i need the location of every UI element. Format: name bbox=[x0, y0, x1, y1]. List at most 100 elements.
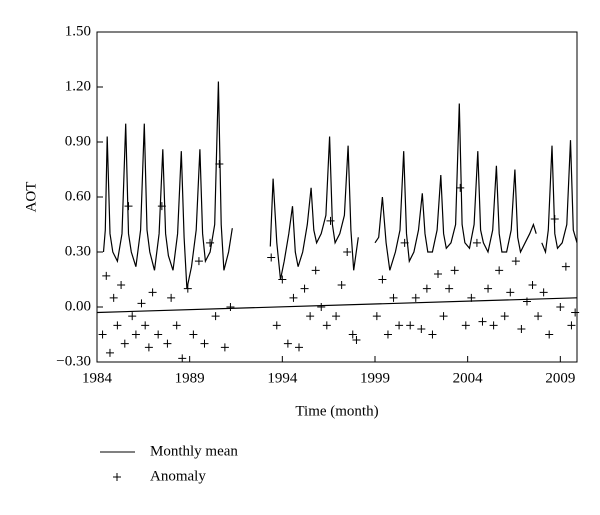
y-tick-label: 0.00 bbox=[65, 298, 91, 314]
anomaly-marker bbox=[272, 321, 281, 330]
anomaly-marker bbox=[406, 321, 415, 330]
anomaly-marker bbox=[157, 202, 166, 211]
anomaly-marker bbox=[267, 253, 276, 262]
anomaly-marker bbox=[105, 348, 114, 357]
anomaly-marker bbox=[495, 266, 504, 275]
anomaly-marker bbox=[550, 215, 559, 223]
x-tick-label: 1999 bbox=[360, 370, 390, 386]
anomaly-marker bbox=[545, 330, 554, 339]
anomaly-marker bbox=[400, 238, 409, 247]
anomaly-marker bbox=[571, 308, 580, 317]
anomaly-marker bbox=[383, 330, 392, 339]
anomaly-marker bbox=[411, 293, 420, 302]
y-tick-label: 0.30 bbox=[65, 243, 91, 259]
anomaly-marker bbox=[567, 321, 576, 330]
anomaly-marker bbox=[194, 257, 203, 266]
y-tick-label: 0.60 bbox=[65, 188, 91, 204]
y-tick-label: 0.90 bbox=[65, 133, 91, 149]
anomaly-marker bbox=[506, 288, 515, 297]
anomaly-marker bbox=[343, 248, 352, 256]
anomaly-marker bbox=[278, 275, 287, 284]
legend-label: Monthly mean bbox=[150, 443, 238, 459]
anomaly-marker bbox=[561, 262, 570, 271]
anomaly-marker bbox=[456, 183, 465, 192]
anomaly-marker bbox=[215, 160, 224, 168]
mean-line bbox=[541, 140, 578, 255]
anomaly-marker bbox=[120, 339, 129, 348]
anomaly-marker bbox=[183, 284, 192, 293]
x-tick-label: 1984 bbox=[82, 370, 113, 386]
y-tick-label: 1.50 bbox=[65, 23, 91, 39]
anomaly-marker bbox=[434, 270, 443, 278]
mean-line bbox=[269, 136, 359, 280]
anomaly-marker bbox=[484, 284, 493, 293]
x-tick-label: 1994 bbox=[267, 370, 298, 386]
anomaly-marker bbox=[226, 303, 235, 311]
anomaly-marker bbox=[141, 321, 150, 330]
anomaly-marker bbox=[220, 343, 229, 352]
anomaly-marker bbox=[102, 271, 111, 280]
anomaly-marker bbox=[295, 343, 304, 352]
mean-line bbox=[102, 81, 233, 289]
legend-marker bbox=[113, 473, 121, 481]
anomaly-marker bbox=[300, 284, 309, 293]
y-axis-label: AOT bbox=[23, 182, 39, 213]
anomaly-marker bbox=[348, 330, 357, 339]
mean-line bbox=[374, 103, 537, 271]
anomaly-marker bbox=[389, 293, 398, 302]
anomaly-marker bbox=[124, 202, 133, 211]
x-tick-label: 2009 bbox=[545, 370, 575, 386]
trend-line bbox=[96, 297, 578, 314]
anomaly-marker bbox=[211, 312, 220, 321]
anomaly-marker bbox=[163, 339, 172, 348]
anomaly-marker bbox=[317, 303, 326, 311]
anomaly-marker bbox=[534, 312, 543, 321]
y-tick-label: −0.30 bbox=[56, 353, 91, 369]
legend-label: Anomaly bbox=[150, 468, 206, 484]
anomaly-marker bbox=[189, 330, 198, 339]
anomaly-marker bbox=[137, 299, 146, 308]
anomaly-marker bbox=[500, 312, 509, 321]
anomaly-marker bbox=[167, 293, 176, 302]
anomaly-marker bbox=[395, 321, 404, 330]
y-tick-label: 1.20 bbox=[65, 78, 91, 94]
anomaly-marker bbox=[148, 288, 157, 297]
anomaly-marker bbox=[337, 281, 346, 289]
anomaly-marker bbox=[172, 321, 181, 330]
anomaly-marker bbox=[539, 288, 548, 297]
anomaly-marker bbox=[326, 216, 335, 225]
anomaly-marker bbox=[154, 330, 163, 339]
anomaly-marker bbox=[109, 293, 118, 302]
anomaly-marker bbox=[472, 238, 481, 247]
x-tick-label: 1989 bbox=[175, 370, 205, 386]
anomaly-marker bbox=[289, 293, 298, 302]
anomaly-marker bbox=[528, 281, 537, 289]
anomaly-marker bbox=[428, 330, 437, 339]
anomaly-marker bbox=[511, 257, 520, 266]
anomaly-marker bbox=[517, 325, 526, 333]
anomaly-marker bbox=[128, 312, 137, 321]
anomaly-marker bbox=[439, 312, 448, 321]
anomaly-marker bbox=[478, 317, 487, 326]
anomaly-marker bbox=[206, 238, 215, 247]
anomaly-marker bbox=[144, 343, 153, 352]
anomaly-marker bbox=[200, 339, 209, 348]
anomaly-marker bbox=[445, 284, 454, 293]
anomaly-marker bbox=[306, 312, 315, 321]
anomaly-marker bbox=[352, 336, 361, 344]
anomaly-marker bbox=[556, 303, 565, 311]
x-axis-label: Time (month) bbox=[295, 403, 378, 419]
anomaly-marker bbox=[131, 330, 140, 339]
anomaly-marker bbox=[283, 339, 292, 348]
anomaly-marker bbox=[117, 281, 126, 289]
anomaly-marker bbox=[372, 312, 381, 321]
anomaly-marker bbox=[98, 330, 107, 339]
x-tick-label: 2004 bbox=[453, 370, 484, 386]
anomaly-marker bbox=[417, 325, 426, 333]
anomaly-marker bbox=[113, 321, 122, 330]
anomaly-marker bbox=[378, 275, 387, 284]
anomaly-marker bbox=[178, 354, 187, 363]
anomaly-marker bbox=[489, 321, 498, 330]
anomaly-marker bbox=[422, 284, 431, 293]
